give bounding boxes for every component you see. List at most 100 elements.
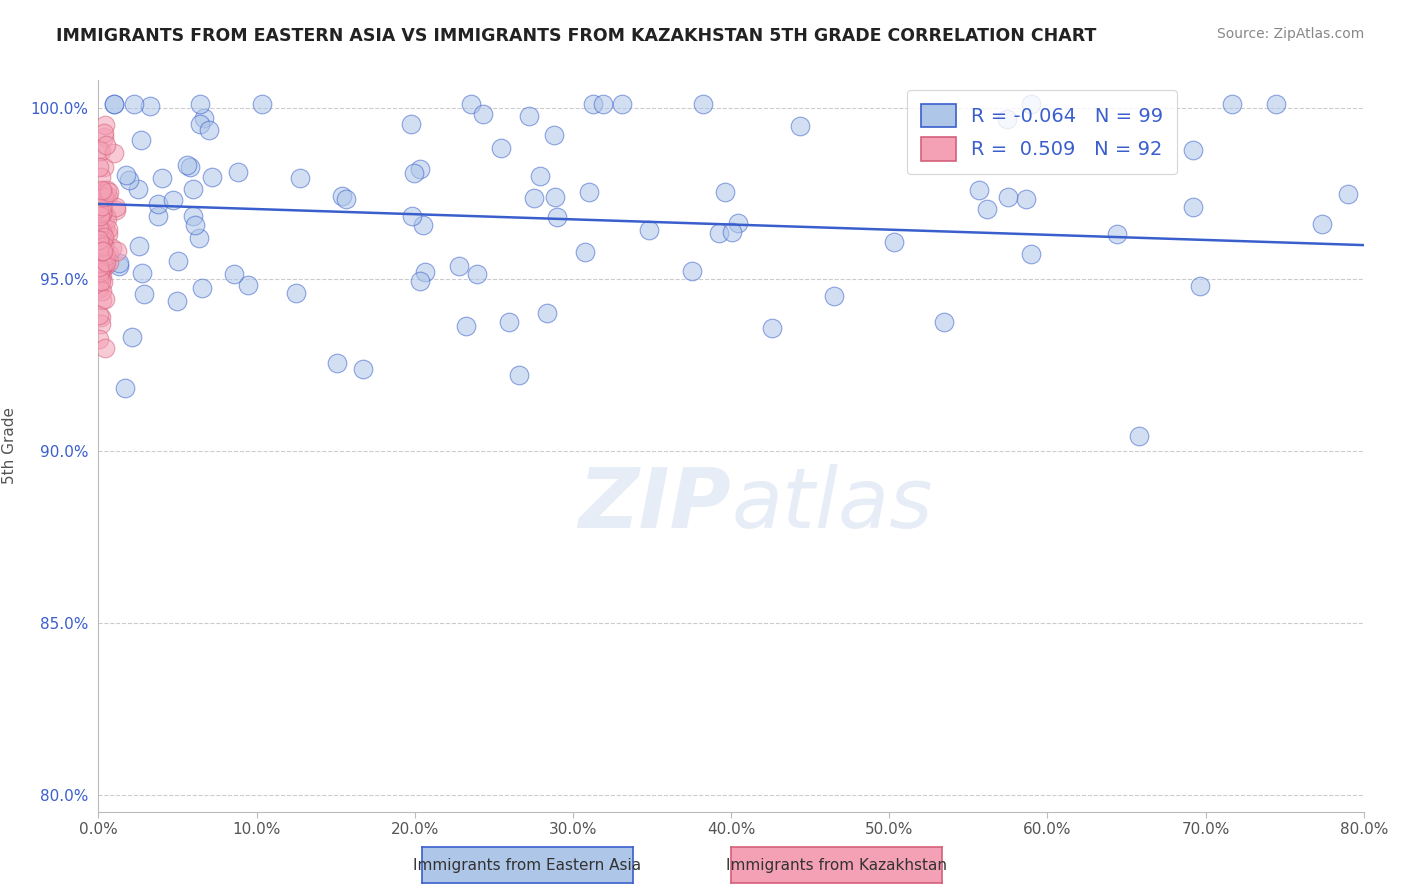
Point: [101, 241, 124, 255]
Point: [89, 266, 111, 280]
Point: [105, 200, 128, 214]
Point: [226, 165, 249, 179]
Point: [94, 210, 117, 224]
Point: [94, 292, 117, 306]
Point: [103, 97, 125, 112]
Point: [1182, 143, 1205, 157]
Point: [402, 166, 425, 180]
Point: [97, 227, 120, 242]
Point: [250, 97, 273, 112]
Point: [103, 97, 125, 112]
Point: [91, 244, 114, 258]
Point: [89, 195, 111, 210]
Point: [91, 224, 114, 238]
Point: [89, 268, 111, 283]
Point: [529, 169, 551, 184]
Point: [498, 314, 520, 328]
Point: [96, 183, 118, 197]
Point: [89, 194, 111, 209]
Point: [162, 193, 184, 207]
Point: [93, 127, 115, 141]
Point: [190, 117, 212, 131]
Point: [332, 189, 354, 203]
Point: [96, 211, 118, 226]
Point: [578, 185, 600, 199]
Point: [181, 209, 204, 223]
Text: Immigrants from Kazakhstan: Immigrants from Kazakhstan: [725, 858, 948, 872]
Point: [93, 119, 115, 133]
Point: [187, 230, 209, 244]
Point: [335, 193, 357, 207]
Point: [179, 160, 201, 174]
Point: [107, 260, 129, 274]
Point: [89, 187, 111, 202]
Point: [413, 265, 436, 279]
Point: [150, 170, 173, 185]
Point: [761, 321, 783, 335]
Point: [1107, 227, 1129, 241]
Point: [118, 173, 141, 187]
Point: [90, 293, 112, 308]
Point: [167, 254, 190, 268]
Point: [114, 381, 136, 395]
Point: [90, 144, 112, 158]
Point: [148, 209, 170, 223]
Point: [90, 205, 112, 219]
Point: [166, 294, 188, 309]
Point: [976, 202, 998, 217]
Point: [89, 220, 111, 235]
Point: [98, 255, 121, 269]
Point: [91, 186, 114, 200]
Point: [89, 273, 111, 287]
Point: [408, 274, 430, 288]
Point: [90, 244, 112, 259]
Point: [508, 368, 530, 382]
Point: [93, 230, 115, 244]
Y-axis label: 5th Grade: 5th Grade: [1, 408, 17, 484]
Point: [131, 266, 153, 280]
Point: [184, 218, 207, 232]
Point: [89, 191, 111, 205]
Point: [90, 222, 112, 236]
Point: [94, 137, 117, 152]
Point: [238, 278, 260, 293]
Point: [89, 233, 111, 247]
Text: IMMIGRANTS FROM EASTERN ASIA VS IMMIGRANTS FROM KAZAKHSTAN 5TH GRADE CORRELATION: IMMIGRANTS FROM EASTERN ASIA VS IMMIGRAN…: [56, 27, 1097, 45]
Point: [122, 97, 145, 112]
Point: [517, 109, 540, 123]
Point: [94, 255, 117, 269]
Point: [89, 204, 111, 219]
Text: Immigrants from Eastern Asia: Immigrants from Eastern Asia: [413, 858, 641, 872]
Point: [197, 123, 219, 137]
Point: [89, 201, 111, 215]
Point: [91, 225, 114, 239]
Point: [90, 240, 112, 254]
Point: [148, 196, 170, 211]
Point: [90, 318, 112, 332]
Point: [89, 188, 111, 202]
Point: [90, 284, 112, 298]
Point: [399, 117, 422, 131]
Point: [409, 161, 432, 176]
Point: [127, 182, 149, 196]
Point: [91, 276, 114, 290]
Point: [93, 189, 115, 203]
Point: [352, 361, 374, 376]
Point: [489, 141, 512, 155]
Point: [574, 244, 596, 259]
Point: [93, 130, 115, 145]
Point: [91, 238, 114, 252]
Point: [190, 281, 212, 295]
Point: [91, 199, 114, 213]
Point: [193, 112, 215, 126]
Point: [460, 97, 482, 112]
Point: [543, 128, 565, 142]
Legend: R = -0.064   N = 99, R =  0.509   N = 92: R = -0.064 N = 99, R = 0.509 N = 92: [907, 90, 1177, 175]
Point: [89, 221, 111, 235]
Point: [90, 273, 112, 287]
Point: [932, 315, 955, 329]
Text: ZIP: ZIP: [578, 464, 731, 545]
Point: [582, 97, 605, 112]
Point: [201, 169, 224, 184]
Point: [89, 332, 111, 346]
